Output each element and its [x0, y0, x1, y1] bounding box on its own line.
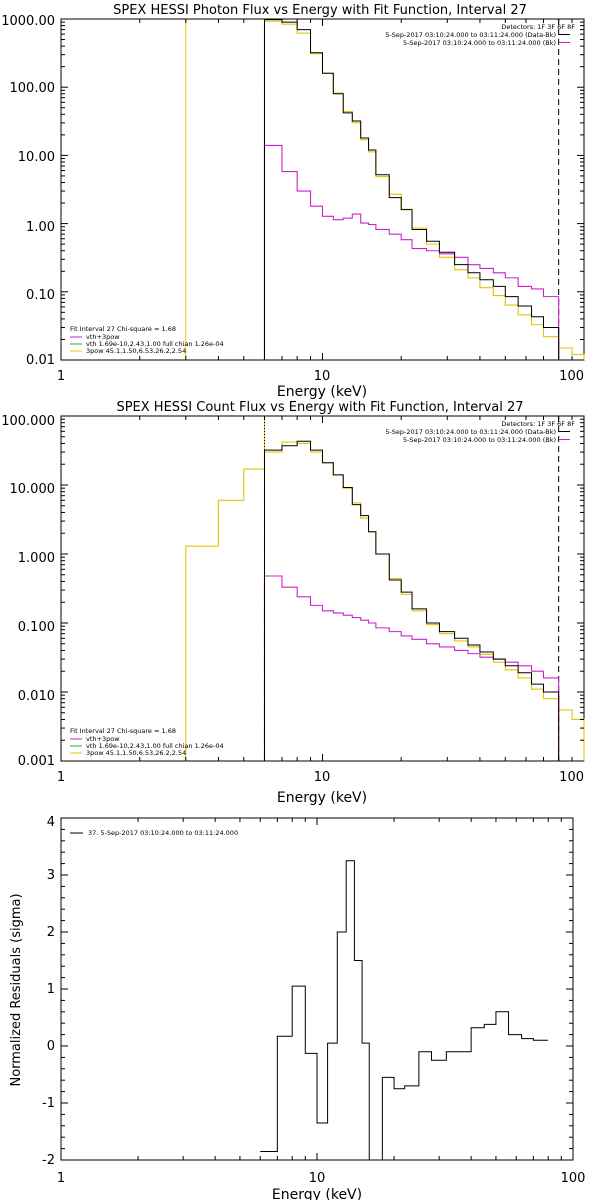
photon-flux-detectors-label: Detectors: 1F 3F 6F 8F — [501, 23, 575, 31]
residuals-ytick-label: 0 — [47, 1039, 55, 1054]
count-flux-xtick-label: 10 — [314, 770, 331, 785]
residuals-ytick-label: 4 — [47, 815, 55, 830]
photon-flux-xtick-label: 10 — [314, 369, 331, 384]
residuals-legend-label: 37. 5-Sep-2017 03:10:24.000 to 03:11:24.… — [88, 829, 238, 837]
count-flux-detectors-label: Detectors: 1F 3F 6F 8F — [501, 420, 575, 428]
photon-flux-title: SPEX HESSI Photon Flux vs Energy with Fi… — [113, 3, 527, 18]
count-flux-ytick-label: 0.100 — [18, 620, 55, 635]
count-flux-fit-curve — [185, 441, 585, 761]
residuals-xtick-label: 1 — [57, 1171, 65, 1186]
residuals-ytick-label: 1 — [47, 982, 55, 997]
photon-flux-xtick-label: 100 — [559, 369, 584, 384]
count-flux-axis-ticks — [60, 416, 584, 762]
count-flux-xtick-label: 1 — [57, 770, 65, 785]
photon-flux-marks — [185, 19, 585, 360]
residuals-axis-ticks — [60, 817, 573, 1161]
count-flux-legend-3pow: 3pow 45.1,1.50,6.53,26.2,2.54 — [86, 749, 186, 757]
count-flux-title: SPEX HESSI Count Flux vs Energy with Fit… — [116, 400, 523, 415]
photon-flux-ytick-label: 0.10 — [26, 288, 55, 303]
photon-flux-fit-info: Fit Interval 27 Chi-square = 1.68 — [70, 325, 176, 333]
photon-flux-xtick-label: 1 — [57, 369, 65, 384]
count-flux-fit-info: Fit Interval 27 Chi-square = 1.68 — [70, 727, 176, 735]
photon-flux-legend-vth: vth 1.69e-10,2.43,1.00 full chian 1.26e-… — [86, 340, 224, 348]
photon-flux-data-series — [263, 19, 560, 360]
count-flux-data-interval-label: 5-Sep-2017 03:10:24.000 to 03:11:24.000 … — [385, 428, 556, 436]
photon-flux-legend-3pow: 3pow 45.1,1.50,6.53,26.2,2.54 — [86, 347, 186, 355]
count-flux-bk-interval-label: 5-Sep-2017 03:10:24.000 to 03:11:24.000 … — [403, 436, 556, 444]
photon-flux-legend-vth3pow: vth+3pow — [86, 333, 120, 341]
photon-flux-axis-ticks — [60, 19, 584, 361]
photon-flux-ytick-label: 0.01 — [26, 353, 55, 368]
photon-flux-background-series — [263, 144, 560, 360]
photon-flux-x-axis-label: Energy (keV) — [277, 384, 367, 400]
residuals-ytick-label: -2 — [42, 1153, 55, 1168]
residuals-panel: 1 10 100 -2 -1 0 1 2 3 4 Energy (keV) No… — [9, 815, 585, 1200]
count-flux-legend-vth3pow: vth+3pow — [86, 735, 120, 743]
count-flux-ytick-label: 100.000 — [1, 414, 55, 429]
residuals-ytick-label: -1 — [42, 1096, 55, 1111]
photon-flux-ytick-label: 1.00 — [26, 220, 55, 235]
photon-flux-ytick-label: 10.00 — [18, 150, 55, 165]
residuals-xtick-label: 10 — [309, 1171, 326, 1186]
count-flux-ytick-label: 0.001 — [18, 754, 55, 769]
residuals-marks — [260, 860, 549, 1161]
count-flux-plot-frame — [60, 415, 585, 762]
photon-flux-fit-curve — [263, 20, 585, 360]
count-flux-ytick-label: 0.010 — [18, 689, 55, 704]
residuals-series — [260, 860, 549, 1161]
count-flux-legend-vth: vth 1.69e-10,2.43,1.00 full chian 1.26e-… — [86, 742, 224, 750]
count-flux-panel: SPEX HESSI Count Flux vs Energy with Fit… — [1, 400, 585, 806]
count-flux-ytick-label: 1.000 — [18, 551, 55, 566]
count-flux-x-axis-label: Energy (keV) — [277, 790, 367, 806]
residuals-x-axis-label: Energy (keV) — [272, 1187, 362, 1200]
photon-flux-ytick-label: 1000.00 — [1, 14, 55, 29]
photon-flux-ytick-label: 100.00 — [10, 81, 56, 96]
residuals-ytick-label: 3 — [47, 868, 55, 883]
photon-flux-data-interval-label: 5-Sep-2017 03:10:24.000 to 03:11:24.000 … — [385, 31, 556, 39]
count-flux-marks — [185, 416, 585, 761]
count-flux-data-series — [263, 440, 560, 761]
count-flux-ytick-label: 10.000 — [10, 482, 56, 497]
residuals-xtick-label: 100 — [561, 1171, 586, 1186]
photon-flux-bk-interval-label: 5-Sep-2017 03:10:24.000 to 03:11:24.000 … — [403, 39, 556, 47]
photon-flux-panel: SPEX HESSI Photon Flux vs Energy with Fi… — [1, 3, 585, 400]
count-flux-xtick-label: 100 — [559, 770, 584, 785]
residuals-y-axis-label: Normalized Residuals (sigma) — [9, 893, 24, 1086]
residuals-ytick-label: 2 — [47, 925, 55, 940]
